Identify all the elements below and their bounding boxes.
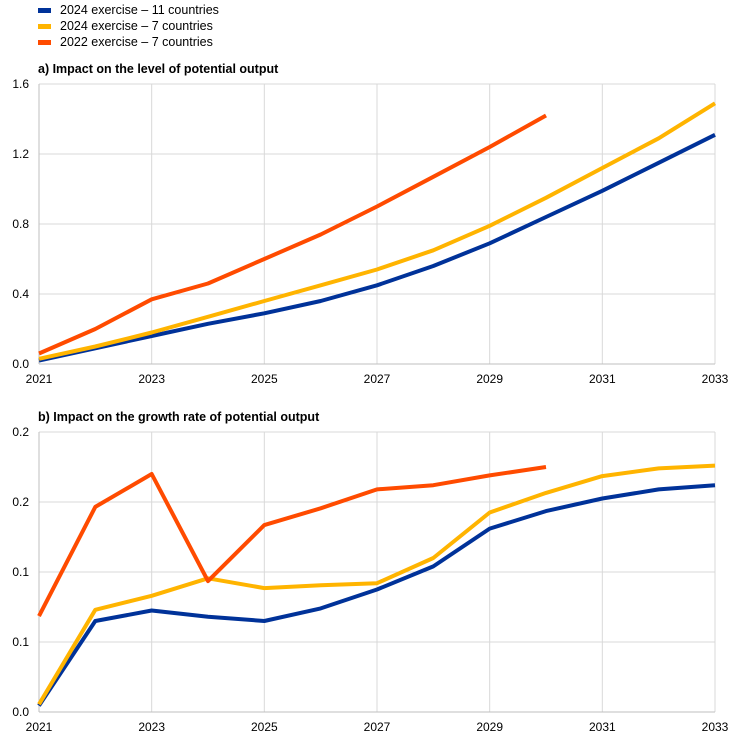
y-tick-label: 0.0 bbox=[12, 705, 29, 719]
chart-b: 0.0 0.1 0.1 0.2 0.2 2021 2023 2025 2027 2029 2031 2… bbox=[12, 425, 728, 734]
y-tick-label: 0.1 bbox=[12, 635, 29, 649]
series-line-3 bbox=[38, 113, 547, 356]
x-tick-label: 2031 bbox=[589, 372, 616, 386]
legend-swatch bbox=[38, 23, 51, 29]
x-tick-label: 2025 bbox=[251, 372, 278, 386]
y-tick-label: 0.4 bbox=[12, 287, 29, 301]
x-tick-label: 2029 bbox=[476, 720, 503, 734]
y-tick-label: 0.2 bbox=[12, 495, 29, 509]
legend-label: 2024 exercise – 7 countries bbox=[60, 19, 213, 33]
legend-item: 2024 exercise – 7 countries bbox=[38, 18, 219, 34]
legend-item: 2022 exercise – 7 countries bbox=[38, 34, 219, 50]
legend-label: 2022 exercise – 7 countries bbox=[60, 35, 213, 49]
legend: 2024 exercise – 11 countries 2024 exerci… bbox=[38, 2, 219, 50]
x-tick-label: 2025 bbox=[251, 720, 278, 734]
y-tick-label: 1.2 bbox=[12, 147, 29, 161]
x-tick-label: 2023 bbox=[138, 372, 165, 386]
x-tick-label: 2023 bbox=[138, 720, 165, 734]
x-tick-label: 2033 bbox=[702, 720, 729, 734]
chart-b-title: b) Impact on the growth rate of potentia… bbox=[38, 410, 320, 424]
legend-swatch bbox=[38, 39, 51, 45]
y-tick-label: 0.2 bbox=[12, 425, 29, 439]
series-line-1 bbox=[37, 483, 716, 707]
x-tick-label: 2027 bbox=[364, 720, 391, 734]
legend-swatch bbox=[38, 7, 51, 13]
y-tick-label: 0.8 bbox=[12, 217, 29, 231]
legend-item: 2024 exercise – 11 countries bbox=[38, 2, 219, 18]
chart-a-title: a) Impact on the level of potential outp… bbox=[38, 62, 279, 76]
x-tick-label: 2031 bbox=[589, 720, 616, 734]
y-tick-label: 1.6 bbox=[12, 77, 29, 91]
x-tick-label: 2033 bbox=[702, 372, 729, 386]
x-tick-label: 2029 bbox=[476, 372, 503, 386]
y-tick-label: 0.0 bbox=[12, 357, 29, 371]
series-line-2 bbox=[37, 463, 716, 706]
legend-label: 2024 exercise – 11 countries bbox=[60, 3, 219, 17]
x-tick-label: 2027 bbox=[364, 372, 391, 386]
x-tick-label: 2021 bbox=[26, 720, 53, 734]
series-line-3 bbox=[37, 465, 547, 618]
y-tick-label: 0.1 bbox=[12, 565, 29, 579]
x-tick-label: 2021 bbox=[26, 372, 53, 386]
series-line-2 bbox=[38, 101, 717, 361]
series-line-1 bbox=[38, 133, 716, 363]
chart-a: 0.0 0.4 0.8 1.2 1.6 2021 2023 2025 2027 2029 2031 2… bbox=[12, 77, 728, 386]
